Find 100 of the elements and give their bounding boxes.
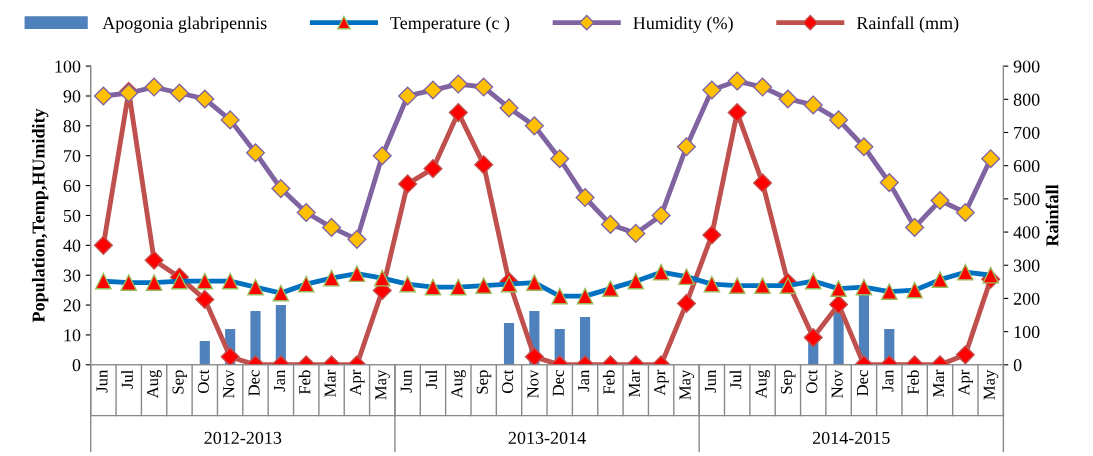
point	[245, 143, 266, 163]
x-tick-label: Nov	[223, 369, 235, 398]
y-axis-title: Population,Temp,HUmidity	[31, 108, 49, 323]
text: 2012-2013	[204, 431, 282, 444]
x-tick-label: Oct	[501, 369, 514, 394]
x-tick-label: Dec	[857, 370, 869, 397]
x-tick-label: Apr	[958, 369, 973, 396]
point	[702, 225, 722, 245]
point	[93, 235, 113, 255]
x-tick-label: Aug	[755, 369, 771, 399]
legend-label: Humidity (%)	[633, 16, 733, 33]
y2-tick-label: 900	[1013, 60, 1040, 73]
x-tick-label: Nov	[831, 369, 843, 398]
x-tick-label: May	[983, 369, 999, 400]
y-tick-label: 100	[55, 60, 81, 73]
point	[144, 250, 164, 270]
x-tick-label: Oct	[197, 369, 209, 394]
y-tick-label: 0	[72, 359, 81, 372]
x-tick-label: Aug	[451, 369, 466, 399]
point	[220, 110, 240, 130]
point	[905, 217, 925, 237]
x-tick-label: Sep	[780, 370, 796, 394]
y2-tick-label: 400	[1013, 226, 1040, 239]
text: 2014-2015	[812, 431, 890, 444]
point	[727, 103, 747, 123]
y2-tick-label: 0	[1013, 359, 1022, 372]
point	[626, 223, 646, 243]
x-tick-label: Jul	[425, 370, 438, 389]
point	[727, 71, 747, 91]
point	[93, 86, 113, 106]
point	[778, 89, 798, 109]
point	[296, 202, 316, 223]
y2-tick-label: 200	[1013, 292, 1040, 305]
point	[879, 173, 899, 193]
point	[981, 149, 1001, 169]
point	[398, 86, 418, 106]
point	[550, 149, 570, 169]
x-tick-label: Mar	[324, 369, 336, 397]
text: 2013-2014	[508, 431, 586, 444]
x-tick-label: Jan	[273, 369, 286, 392]
point	[322, 217, 342, 237]
x-tick-label: Oct	[806, 369, 818, 394]
point	[854, 137, 874, 157]
x-tick-label: Apr	[349, 369, 365, 396]
x-tick-label: May	[375, 369, 390, 400]
point	[398, 174, 418, 194]
point	[347, 229, 367, 249]
x-tick-label: Jan	[882, 369, 894, 392]
x-tick-label: Jan	[578, 369, 590, 392]
point	[271, 179, 291, 199]
point	[448, 74, 468, 94]
x-tick-label: Jun	[400, 369, 412, 393]
legend-label: Apogonia glabripennis	[102, 16, 267, 33]
point	[575, 188, 595, 208]
point	[195, 89, 215, 109]
x-tick-label: Jul	[121, 370, 133, 389]
point	[474, 155, 494, 175]
point	[372, 146, 392, 166]
point	[423, 159, 443, 179]
y-tick-label: 50	[63, 209, 81, 222]
y-tick-label: 80	[63, 120, 81, 133]
point	[474, 77, 494, 97]
point	[702, 80, 722, 100]
x-tick-label: Jul	[729, 370, 742, 389]
point	[448, 103, 468, 123]
point	[676, 137, 697, 157]
x-tick-label: Sep	[172, 370, 188, 394]
point	[144, 77, 164, 97]
x-tick-label: Jun	[96, 369, 108, 393]
y-tick-label: 90	[63, 90, 81, 103]
y-tick-label: 60	[63, 179, 81, 193]
y-tick-label: 10	[64, 329, 81, 342]
x-tick-label: Feb	[907, 370, 919, 395]
x-tick-label: Apr	[654, 369, 669, 396]
y2-tick-label: 800	[1013, 93, 1040, 106]
point	[524, 116, 544, 136]
point	[955, 202, 975, 223]
point	[423, 80, 443, 100]
y2-axis-title: Rainfall	[1045, 184, 1059, 247]
legend-label: Temperature (c )	[390, 16, 510, 33]
point	[600, 214, 620, 234]
x-tick-label: Dec	[552, 370, 564, 397]
y2-tick-label: 300	[1013, 259, 1040, 272]
y-tick-label: 70	[64, 149, 81, 163]
x-tick-label: Jun	[704, 369, 716, 393]
x-tick-label: Nov	[527, 369, 539, 398]
point	[169, 83, 189, 103]
x-tick-label: Mar	[933, 369, 945, 397]
point	[651, 205, 671, 225]
y2-tick-label: 100	[1014, 325, 1040, 339]
point	[803, 95, 823, 115]
y-tick-label: 40	[63, 239, 81, 252]
point	[829, 110, 849, 130]
y2-tick-label: 500	[1014, 193, 1040, 206]
x-tick-label: Aug	[147, 369, 162, 399]
y2-tick-label: 700	[1014, 126, 1040, 139]
point	[499, 98, 519, 118]
x-tick-label: May	[679, 369, 695, 400]
point	[753, 77, 773, 97]
x-tick-label: Feb	[602, 370, 615, 395]
